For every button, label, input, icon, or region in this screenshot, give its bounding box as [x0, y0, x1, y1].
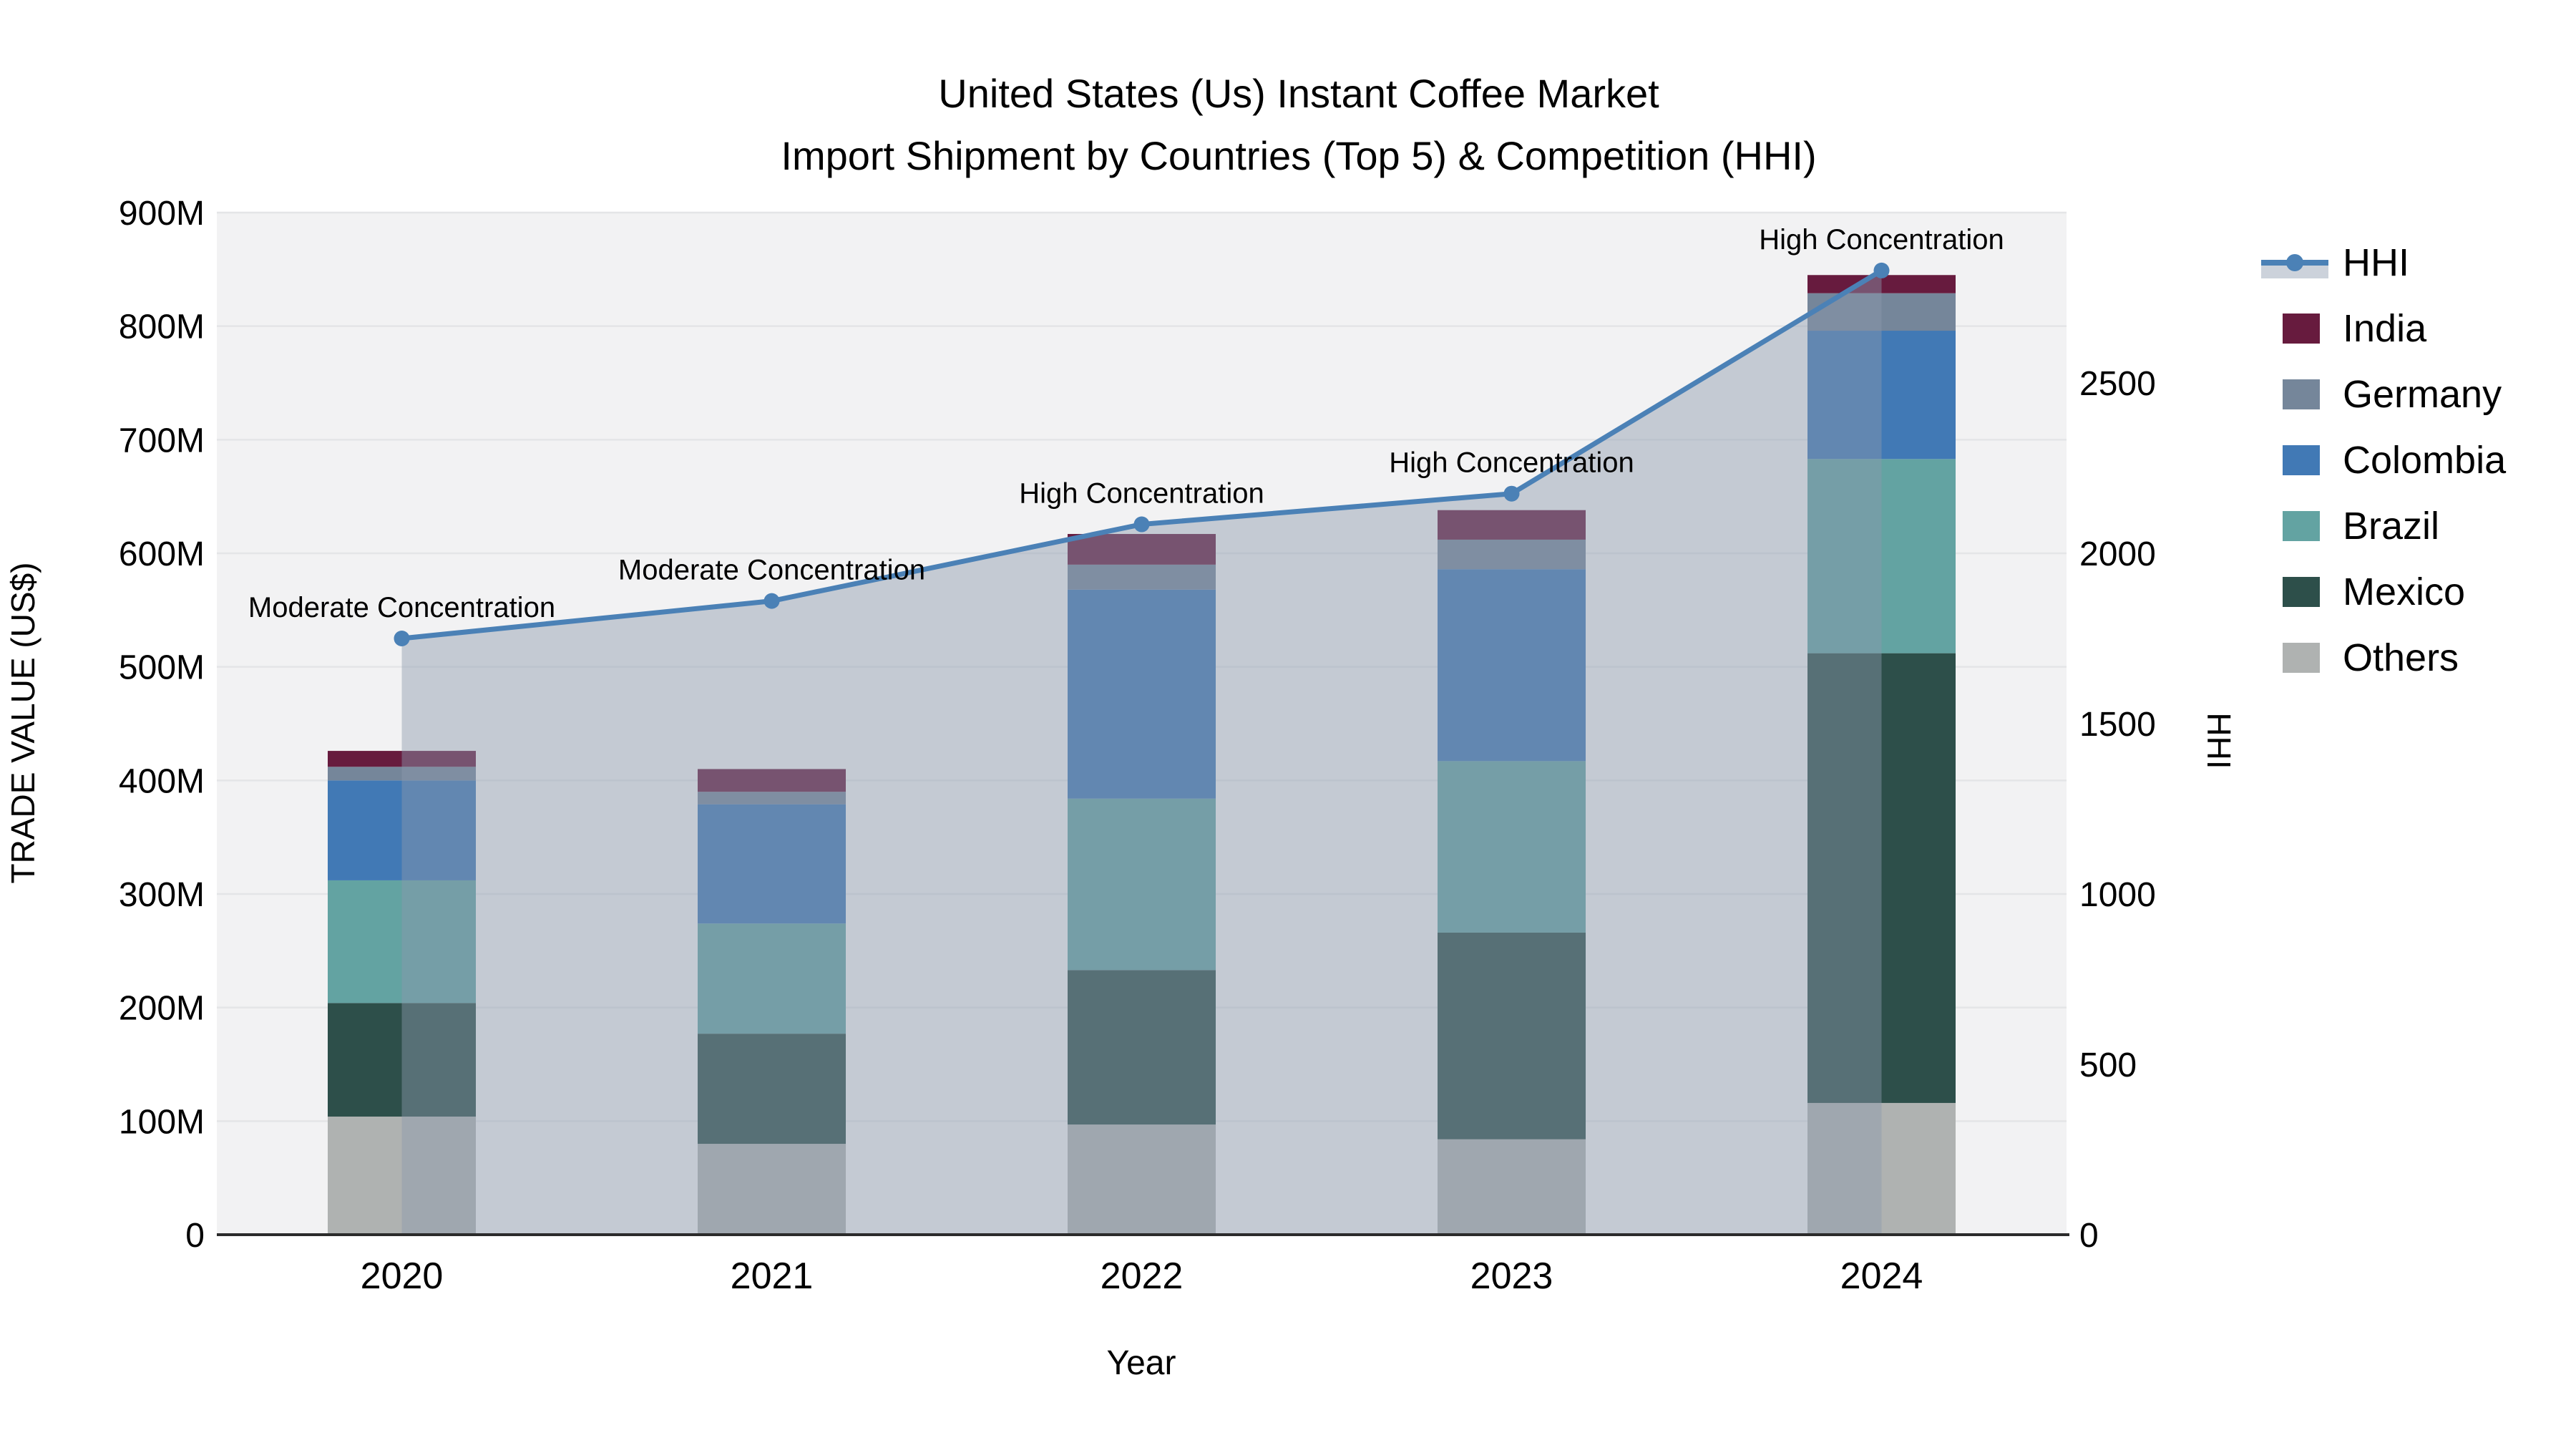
- legend-label-colombia: Colombia: [2343, 439, 2507, 482]
- y-right-tick-1500: 1500: [2079, 706, 2156, 744]
- x-tick-2023: 2023: [1470, 1255, 1553, 1297]
- bar-segment-2021-others: [698, 1144, 846, 1235]
- legend-item-germany: Germany: [2283, 373, 2502, 416]
- y-right-tick-0: 0: [2079, 1217, 2099, 1255]
- y-left-tick-800M: 800M: [119, 308, 205, 346]
- legend-swatch-colombia: [2283, 445, 2320, 475]
- hhi-marker-2023: [1503, 485, 1520, 502]
- legend-item-mexico: Mexico: [2283, 570, 2465, 613]
- bar-segment-2021-colombia: [698, 804, 846, 924]
- annotation-2021: Moderate Concentration: [618, 555, 925, 586]
- annotation-2023: High Concentration: [1389, 447, 1634, 479]
- legend-swatch-brazil: [2283, 511, 2320, 541]
- chart-title-line1: United States (Us) Instant Coffee Market: [938, 71, 1659, 116]
- y-left-tick-400M: 400M: [119, 762, 205, 800]
- bar-segment-2021-india: [698, 769, 846, 792]
- bar-segment-2023-mexico: [1438, 932, 1586, 1139]
- legend-item-hhi: HHI: [2261, 241, 2409, 284]
- x-tick-2024: 2024: [1840, 1255, 1923, 1297]
- hhi-marker-2022: [1133, 516, 1150, 533]
- bar-segment-2021-brazil: [698, 923, 846, 1034]
- hhi-area-fill: [401, 270, 1882, 1235]
- bar-segment-2022-colombia: [1068, 589, 1216, 799]
- bar-segment-2020-brazil: [328, 880, 476, 1004]
- bar-segment-2021-germany: [698, 792, 846, 805]
- legend-label-hhi: HHI: [2343, 241, 2409, 284]
- y-right-axis-title: HHI: [2200, 712, 2238, 769]
- y-left-tick-600M: 600M: [119, 535, 205, 573]
- x-tick-2021: 2021: [731, 1255, 814, 1297]
- y-left-tick-200M: 200M: [119, 990, 205, 1028]
- y-left-tick-700M: 700M: [119, 422, 205, 460]
- legend-swatch-india: [2283, 314, 2320, 344]
- bar-segment-2020-colombia: [328, 780, 476, 880]
- axis-layer: 0 100M 200M 300M 400M 500M 600M 700M 800M 900M 0 50…: [119, 195, 2156, 1297]
- x-tick-2020: 2020: [361, 1255, 444, 1297]
- legend-item-colombia: Colombia: [2283, 439, 2507, 482]
- bar-segment-2022-germany: [1068, 564, 1216, 590]
- y-left-tick-900M: 900M: [119, 195, 205, 233]
- bar-segment-2020-mexico: [328, 1003, 476, 1117]
- legend-label-others: Others: [2343, 636, 2459, 679]
- legend: HHI India Germany Colombia Brazil Mexico Other…: [2261, 241, 2507, 679]
- hhi-marker-2024: [1873, 262, 1890, 278]
- annotation-2022: High Concentration: [1019, 478, 1264, 510]
- bar-segment-2023-colombia: [1438, 569, 1586, 762]
- bar-segment-2023-germany: [1438, 539, 1586, 570]
- legend-hhi-marker: [2286, 254, 2303, 271]
- hhi-marker-2021: [763, 593, 780, 609]
- bar-segment-2024-brazil: [1807, 459, 1956, 653]
- bar-segment-2023-others: [1438, 1139, 1586, 1235]
- legend-label-germany: Germany: [2343, 373, 2502, 416]
- stacked-bars-layer: [328, 275, 1956, 1235]
- chart-title-line2: Import Shipment by Countries (Top 5) & C…: [781, 133, 1816, 178]
- y-left-tick-500M: 500M: [119, 649, 205, 687]
- bar-segment-2020-germany: [328, 767, 476, 781]
- bar-segment-2024-colombia: [1807, 331, 1956, 460]
- bar-segment-2022-brazil: [1068, 798, 1216, 971]
- legend-item-others: Others: [2283, 636, 2459, 679]
- x-tick-2022: 2022: [1101, 1255, 1184, 1297]
- y-left-axis-title: TRADE VALUE (US$): [4, 562, 42, 883]
- legend-item-brazil: Brazil: [2283, 505, 2439, 548]
- legend-label-brazil: Brazil: [2343, 505, 2439, 548]
- bar-segment-2023-india: [1438, 510, 1586, 540]
- y-right-tick-500: 500: [2079, 1046, 2137, 1084]
- y-right-tick-2500: 2500: [2079, 365, 2156, 403]
- y-right-tick-2000: 2000: [2079, 535, 2156, 573]
- bar-segment-2022-india: [1068, 534, 1216, 565]
- hhi-area-layer: [401, 270, 1882, 1235]
- legend-swatch-germany: [2283, 379, 2320, 409]
- legend-swatch-mexico: [2283, 577, 2320, 607]
- bar-segment-2020-india: [328, 751, 476, 767]
- y-right-tick-1000: 1000: [2079, 876, 2156, 914]
- x-axis-title: Year: [1107, 1344, 1176, 1382]
- hhi-marker-2020: [394, 631, 410, 646]
- bar-segment-2020-others: [328, 1116, 476, 1235]
- y-left-tick-100M: 100M: [119, 1103, 205, 1141]
- bar-segment-2022-others: [1068, 1124, 1216, 1235]
- bar-segment-2024-mexico: [1807, 653, 1956, 1103]
- legend-label-mexico: Mexico: [2343, 570, 2465, 613]
- bar-segment-2021-mexico: [698, 1034, 846, 1145]
- bar-segment-2022-mexico: [1068, 970, 1216, 1125]
- y-left-tick-0: 0: [185, 1217, 205, 1255]
- annotation-layer: Moderate Concentration Moderate Concentra…: [248, 224, 2004, 623]
- y-left-tick-300M: 300M: [119, 876, 205, 914]
- legend-swatch-others: [2283, 643, 2320, 673]
- annotation-2020: Moderate Concentration: [248, 592, 555, 623]
- annotation-2024: High Concentration: [1759, 224, 2004, 256]
- legend-label-india: India: [2343, 307, 2427, 350]
- bar-segment-2024-others: [1807, 1102, 1956, 1235]
- legend-item-india: India: [2283, 307, 2427, 350]
- bar-segment-2023-brazil: [1438, 761, 1586, 933]
- hhi-line-layer: [394, 262, 1890, 646]
